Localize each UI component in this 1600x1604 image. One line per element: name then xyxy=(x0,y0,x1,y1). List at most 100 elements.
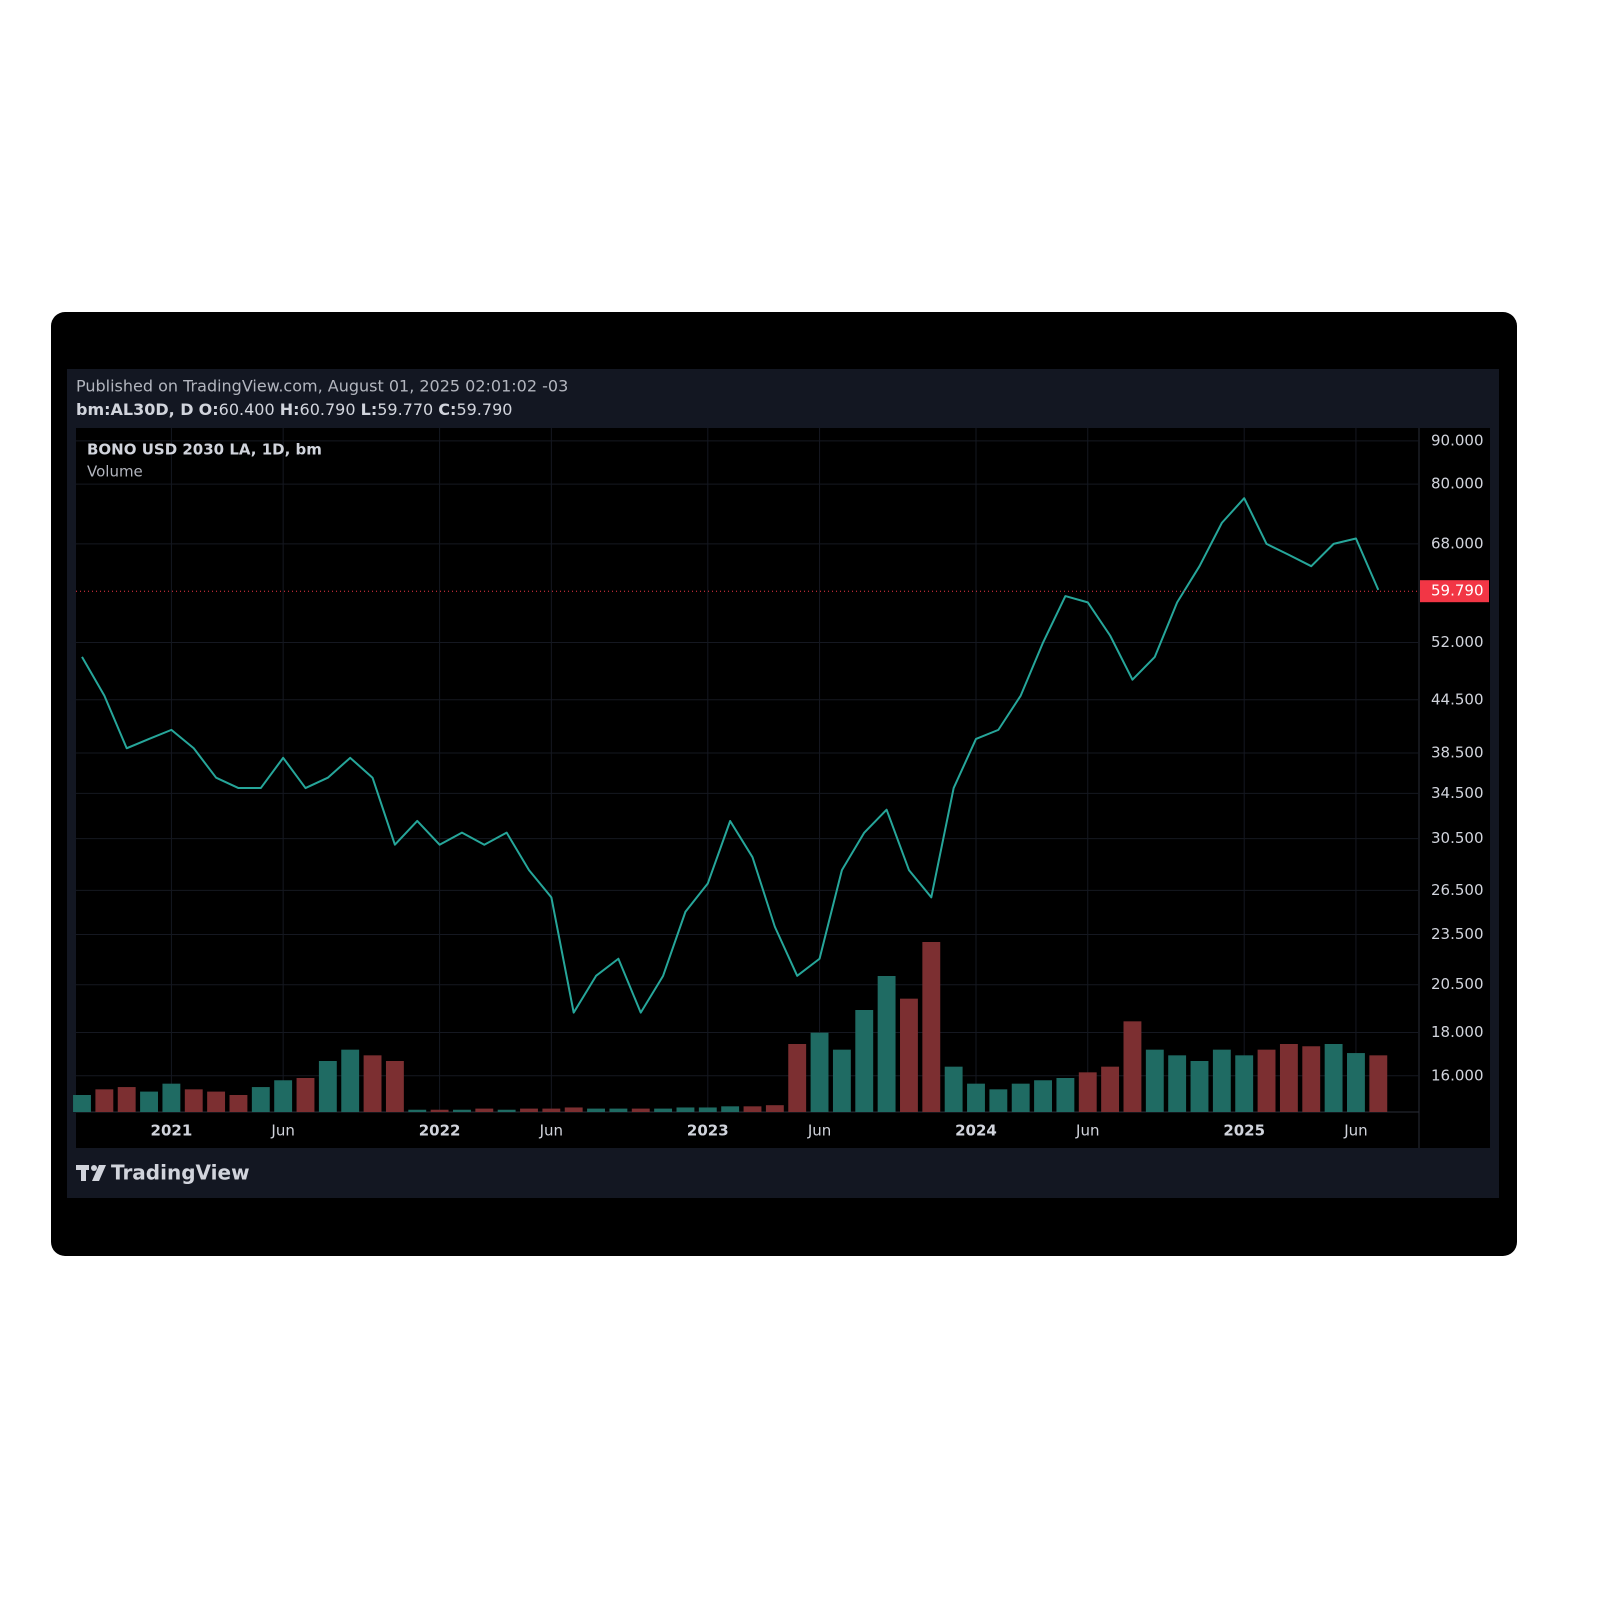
volume-bar xyxy=(318,1061,337,1112)
ohlc-value: 59.770 xyxy=(377,400,433,419)
x-tick-label: Jun xyxy=(539,1122,563,1140)
y-tick-label: 68.000 xyxy=(1431,534,1484,552)
volume-bar xyxy=(877,976,896,1112)
volume-bar xyxy=(1347,1053,1365,1112)
volume-bar xyxy=(944,1066,963,1112)
y-tick-label: 23.500 xyxy=(1431,925,1484,943)
volume-bar xyxy=(676,1107,695,1112)
volume-bar xyxy=(520,1108,538,1112)
volume-bar xyxy=(788,1044,807,1112)
grid xyxy=(76,428,1419,1112)
volume-bar xyxy=(184,1089,203,1112)
volume-bar xyxy=(810,1032,829,1112)
volume-legend: Volume xyxy=(87,463,143,481)
volume-bar xyxy=(453,1109,471,1112)
volume-bar xyxy=(1257,1049,1276,1112)
volume-bar xyxy=(698,1107,717,1112)
volume-bar xyxy=(922,942,941,1112)
volume-bar xyxy=(385,1061,404,1112)
symbol: bm:AL30D, D xyxy=(76,400,194,419)
volume-layer xyxy=(73,942,1388,1112)
y-tick-label: 90.000 xyxy=(1431,431,1484,449)
y-tick-label: 20.500 xyxy=(1431,975,1484,993)
volume-bar xyxy=(1056,1078,1075,1112)
ohlc-key: O: xyxy=(199,400,219,419)
y-tick-label: 30.500 xyxy=(1431,829,1484,847)
x-tick-label: 2021 xyxy=(151,1122,193,1140)
volume-bar xyxy=(989,1089,1008,1112)
volume-bar xyxy=(73,1095,91,1112)
volume-bar xyxy=(855,1010,874,1112)
volume-bar xyxy=(1123,1021,1142,1112)
y-tick-label: 34.500 xyxy=(1431,784,1484,802)
volume-bar xyxy=(341,1049,360,1112)
volume-bar xyxy=(251,1087,270,1112)
ohlc-value: 60.790 xyxy=(300,400,356,419)
volume-bar xyxy=(967,1083,985,1112)
volume-bar xyxy=(1101,1066,1120,1112)
volume-bar xyxy=(1168,1055,1187,1112)
ohlc-key: H: xyxy=(280,400,300,419)
volume-bar xyxy=(1324,1044,1343,1112)
last-price-label: 59.790 xyxy=(1431,582,1484,600)
ohlc-key: L: xyxy=(361,400,378,419)
volume-bar xyxy=(1279,1044,1298,1112)
volume-bar xyxy=(475,1108,494,1112)
volume-bar xyxy=(117,1087,136,1112)
x-tick-label: Jun xyxy=(270,1122,294,1140)
volume-bar xyxy=(743,1106,762,1112)
x-tick-label: 2023 xyxy=(687,1122,729,1140)
volume-bar xyxy=(654,1108,673,1112)
brand-name: TradingView xyxy=(111,1161,250,1185)
x-tick-label: Jun xyxy=(807,1122,831,1140)
volume-bar xyxy=(1302,1046,1321,1112)
y-tick-label: 52.000 xyxy=(1431,633,1484,651)
volume-bar xyxy=(274,1080,293,1112)
volume-bar xyxy=(765,1105,784,1112)
volume-bar xyxy=(1235,1055,1254,1112)
y-tick-label: 38.500 xyxy=(1431,744,1484,762)
y-tick-label: 18.000 xyxy=(1431,1023,1484,1041)
volume-bar xyxy=(430,1109,449,1112)
volume-bar xyxy=(1145,1049,1164,1112)
volume-bar xyxy=(95,1089,114,1112)
x-tick-label: 2025 xyxy=(1223,1122,1265,1140)
ohlc-value: 59.790 xyxy=(456,400,512,419)
volume-bar xyxy=(609,1108,628,1112)
volume-bar xyxy=(1034,1080,1052,1112)
volume-bar xyxy=(542,1108,561,1112)
volume-bar xyxy=(631,1108,650,1112)
volume-bar xyxy=(497,1109,516,1112)
volume-bar xyxy=(1078,1072,1097,1112)
volume-bar xyxy=(1011,1083,1030,1112)
price-layer xyxy=(76,497,1419,1014)
volume-bar xyxy=(296,1078,315,1112)
volume-bar xyxy=(229,1095,248,1112)
ohlc-line: bm:AL30D, D O:60.400 H:60.790 L:59.770 C… xyxy=(76,400,512,419)
volume-bar xyxy=(1369,1055,1388,1112)
x-tick-label: Jun xyxy=(1343,1122,1367,1140)
ohlc-key: C: xyxy=(438,400,456,419)
volume-bar xyxy=(721,1106,740,1112)
volume-bar xyxy=(207,1091,226,1112)
axes: 16.000 18.000 20.500 23.500 26.500 30.500 34.5… xyxy=(151,431,1489,1140)
x-tick-label: 2024 xyxy=(955,1122,997,1140)
volume-bar xyxy=(140,1091,158,1112)
y-tick-label: 80.000 xyxy=(1431,475,1484,493)
price-line xyxy=(81,497,1380,1014)
ohlc-value: 60.400 xyxy=(219,400,275,419)
chart-title: BONO USD 2030 LA, 1D, bm xyxy=(87,441,322,459)
volume-bar xyxy=(900,998,918,1112)
volume-bar xyxy=(1190,1061,1209,1112)
volume-bar xyxy=(564,1107,583,1112)
x-tick-label: 2022 xyxy=(419,1122,461,1140)
x-tick-label: Jun xyxy=(1075,1122,1099,1140)
y-tick-label: 44.500 xyxy=(1431,690,1484,708)
volume-bar xyxy=(363,1055,382,1112)
published-text: Published on TradingView.com, August 01,… xyxy=(76,377,568,396)
y-tick-label: 26.500 xyxy=(1431,881,1484,899)
last-price-box xyxy=(1420,580,1489,603)
plot-area xyxy=(76,428,1490,1148)
